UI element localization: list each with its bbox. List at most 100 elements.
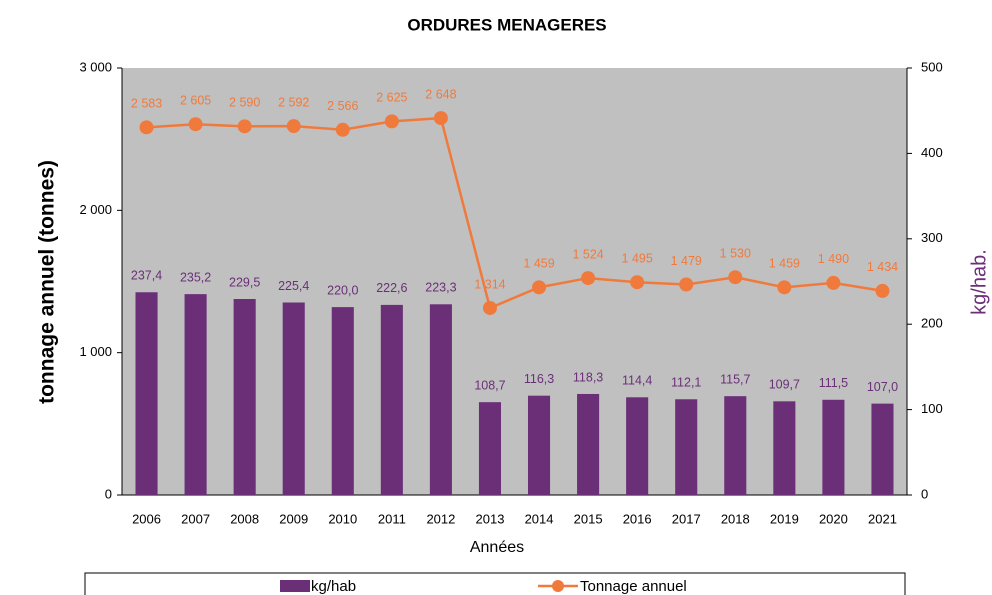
bar	[478, 402, 502, 495]
y2-tick-label: 200	[921, 316, 943, 331]
bar	[282, 302, 305, 495]
x-tick-label: 2017	[672, 511, 701, 526]
bar-value-label: 109,7	[769, 378, 800, 392]
legend-label: kg/hab	[311, 578, 356, 595]
line-point	[679, 277, 694, 292]
legend-swatch	[552, 580, 564, 592]
y2-tick-label: 500	[921, 59, 943, 74]
line-value-label: 1 495	[622, 252, 653, 266]
line-value-label: 1 524	[572, 247, 603, 261]
x-tick-label: 2008	[230, 511, 259, 526]
y-tick-label: 2 000	[79, 202, 112, 217]
y2-tick-label: 0	[921, 486, 928, 501]
line-point	[286, 119, 301, 134]
line-point	[433, 111, 448, 126]
y2-tick-label: 400	[921, 145, 943, 160]
line-point	[532, 280, 547, 295]
bar	[527, 395, 551, 495]
bar	[675, 399, 698, 495]
bar-value-label: 116,3	[524, 372, 554, 386]
line-value-label: 2 625	[376, 91, 407, 105]
x-tick-label: 2013	[476, 511, 505, 526]
line-value-label: 1 490	[818, 252, 849, 266]
legend-label: Tonnage annuel	[580, 578, 687, 595]
x-tick-label: 2010	[328, 511, 357, 526]
bar	[773, 401, 796, 495]
bar-value-label: 235,2	[180, 270, 211, 284]
x-tick-label: 2014	[525, 511, 554, 526]
bar-value-label: 115,7	[720, 372, 750, 386]
line-value-label: 1 459	[523, 257, 554, 271]
bar-value-label: 114,4	[622, 374, 652, 388]
bar	[429, 304, 452, 495]
line-point	[581, 271, 596, 286]
line-value-label: 1 314	[474, 277, 505, 291]
bar	[577, 393, 600, 495]
bar-value-label: 237,4	[131, 269, 162, 283]
x-tick-label: 2020	[819, 511, 848, 526]
line-value-label: 2 566	[327, 99, 358, 113]
bar	[871, 403, 894, 495]
x-tick-label: 2006	[132, 511, 161, 526]
bar-value-label: 220,0	[327, 283, 358, 297]
bar	[724, 396, 747, 495]
bar	[380, 304, 403, 495]
line-value-label: 2 648	[425, 87, 456, 101]
bar-value-label: 108,7	[474, 378, 505, 392]
bar-value-label: 225,4	[278, 279, 309, 293]
x-tick-label: 2011	[378, 511, 406, 526]
line-point	[630, 275, 645, 290]
y-axis-label: tonnage annuel (tonnes)	[36, 160, 59, 404]
x-tick-label: 2018	[721, 511, 750, 526]
bar	[626, 397, 649, 495]
bar-value-label: 112,1	[671, 376, 701, 390]
x-tick-label: 2016	[623, 511, 652, 526]
line	[146, 116, 883, 310]
line-value-label: 1 434	[867, 260, 898, 274]
bar-value-label: 118,3	[573, 370, 603, 384]
y-tick-label: 3 000	[79, 59, 112, 74]
line-point	[482, 300, 497, 315]
y2-tick-label: 300	[921, 230, 943, 245]
legend-swatch	[280, 580, 310, 592]
line-point	[237, 119, 252, 134]
x-tick-label: 2007	[181, 511, 210, 526]
y-tick-label: 0	[105, 486, 112, 501]
line-point	[335, 122, 350, 137]
x-tick-label: 2019	[770, 511, 799, 526]
bar-value-label: 222,6	[376, 281, 407, 295]
chart-title: ORDURES MENAGERES	[407, 15, 606, 34]
y-tick-label: 1 000	[79, 344, 112, 359]
bar-value-label: 223,3	[425, 281, 456, 295]
bar-value-label: 111,5	[819, 376, 848, 390]
y2-axis-label: kg/hab.	[968, 249, 990, 315]
bar	[135, 292, 158, 495]
line-point	[384, 114, 399, 129]
bar	[331, 307, 354, 495]
bar-value-label: 229,5	[229, 275, 260, 289]
legend-box	[84, 572, 906, 595]
line-point	[188, 117, 203, 132]
line-value-label: 1 530	[720, 247, 751, 261]
line-value-label: 2 583	[131, 97, 162, 111]
bar	[184, 294, 207, 495]
line-value-label: 1 479	[671, 254, 702, 268]
bar-value-label: 107,0	[867, 380, 898, 394]
x-tick-label: 2012	[426, 511, 455, 526]
line-value-label: 2 605	[180, 94, 211, 108]
line-value-label: 2 590	[229, 96, 260, 110]
x-tick-label: 2009	[279, 511, 308, 526]
line-point	[728, 270, 743, 285]
x-tick-label: 2015	[574, 511, 603, 526]
x-tick-label: 2021	[868, 511, 897, 526]
line-value-label: 2 592	[278, 95, 309, 109]
line-point	[826, 275, 841, 290]
x-axis-label: Années	[470, 539, 524, 556]
bar	[822, 399, 845, 495]
y2-tick-label: 100	[921, 401, 943, 416]
bar	[233, 299, 256, 495]
line-point	[139, 120, 154, 135]
line-point	[875, 283, 890, 298]
line-point	[777, 280, 792, 295]
